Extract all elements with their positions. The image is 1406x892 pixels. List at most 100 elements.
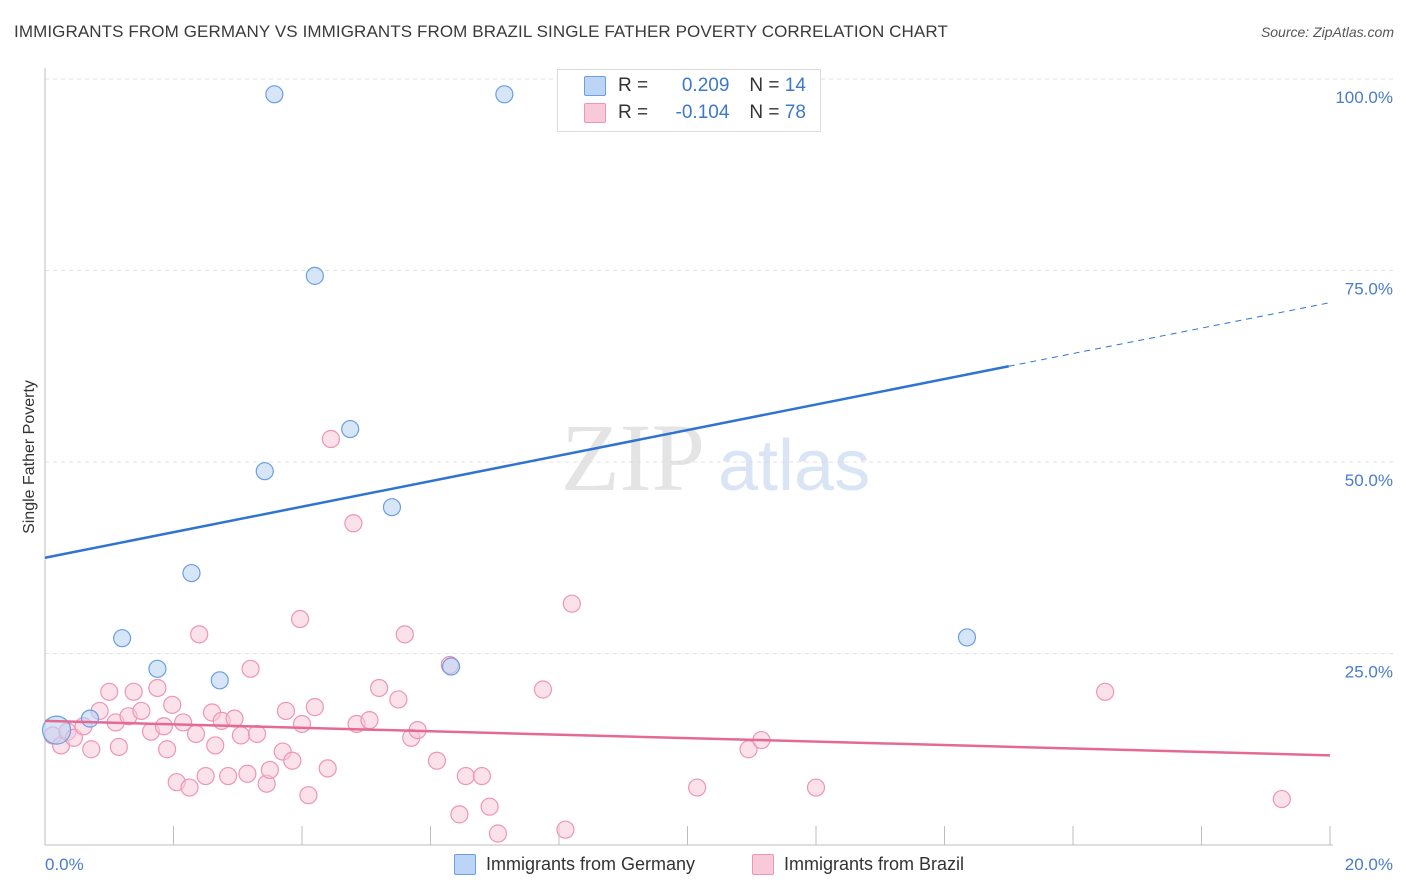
brazil-point-48 <box>389 690 408 709</box>
brazil-point-65 <box>806 778 826 797</box>
bottom-legend-germany: Immigrants from Germany <box>454 852 695 876</box>
germany-points <box>41 85 977 745</box>
germany-point-11 <box>441 657 461 676</box>
germany-point-9 <box>341 419 360 439</box>
germany-n-value: 14 <box>784 75 806 96</box>
brazil-point-17 <box>163 695 182 714</box>
bottom-brazil-swatch <box>752 853 774 875</box>
legend-row-germany: R = 0.209 N = 14 <box>584 74 806 98</box>
brazil-point-55 <box>456 766 475 786</box>
brazil-point-36 <box>276 701 296 721</box>
brazil-point-37 <box>283 751 302 770</box>
brazil-point-38 <box>290 609 310 629</box>
chart-title: IMMIGRANTS FROM GERMANY VS IMMIGRANTS FR… <box>14 22 948 41</box>
germany-swatch <box>584 76 606 96</box>
y-tick-label-75: 75.0% <box>1345 280 1393 299</box>
brazil-point-5 <box>82 740 101 759</box>
germany-point-13 <box>957 628 977 647</box>
brazil-point-27 <box>219 766 238 786</box>
brazil-point-46 <box>360 711 379 730</box>
y-tick-label-100: 100.0% <box>1335 88 1393 107</box>
brazil-point-12 <box>132 701 151 721</box>
y-tick-label-25: 25.0% <box>1345 663 1393 682</box>
bottom-germany-label: Immigrants from Germany <box>486 853 696 874</box>
brazil-point-59 <box>533 680 553 699</box>
stats-legend: R = 0.209 N = 14 R = -0.104 N = 78 <box>557 69 821 132</box>
grid-lines <box>45 78 1393 654</box>
brazil-point-19 <box>174 713 193 732</box>
germany-point-7 <box>265 85 284 104</box>
germany-point-10 <box>382 498 402 517</box>
y-tick-label-50: 50.0% <box>1345 471 1393 490</box>
brazil-point-47 <box>370 678 389 698</box>
watermark-zip: ZIP <box>561 404 705 511</box>
brazil-point-54 <box>450 805 469 824</box>
brazil-point-22 <box>190 625 209 644</box>
brazil-points <box>43 429 1291 843</box>
brazil-point-60 <box>556 820 575 839</box>
brazil-point-23 <box>196 766 215 786</box>
y-axis-label: Single Father Poverty <box>21 380 38 534</box>
y-tick-labels: 25.0% 50.0% 75.0% 100.0% <box>1335 88 1393 682</box>
brazil-point-31 <box>241 659 260 678</box>
watermark: ZIP atlas <box>561 404 870 511</box>
brazil-point-14 <box>148 678 167 698</box>
bottom-legend-brazil: Immigrants from Brazil <box>752 852 964 876</box>
germany-r-value: 0.209 <box>681 75 730 96</box>
brazil-point-43 <box>321 429 341 449</box>
germany-point-3 <box>148 659 167 678</box>
brazil-trend-line <box>44 719 1331 757</box>
legend-row-brazil: R = -0.104 N = 78 <box>584 101 806 125</box>
brazil-r-value: -0.104 <box>675 102 730 123</box>
brazil-point-15 <box>154 717 173 736</box>
brazil-point-52 <box>427 751 447 770</box>
brazil-point-40 <box>299 786 318 805</box>
germany-point-5 <box>210 671 229 690</box>
brazil-point-62 <box>688 778 707 797</box>
brazil-point-44 <box>344 514 363 533</box>
germany-point-4 <box>182 563 201 583</box>
brazil-point-42 <box>318 759 337 778</box>
source-label: Source: ZipAtlas.com <box>1260 24 1394 40</box>
trend-lines <box>44 302 1331 757</box>
germany-point-1 <box>80 709 100 728</box>
x-tick-label-min: 0.0% <box>45 855 84 874</box>
brazil-swatch <box>584 103 606 123</box>
germany-point-2 <box>112 629 132 648</box>
germany-r-label: R = <box>618 75 649 96</box>
brazil-point-21 <box>186 724 206 744</box>
x-ticks <box>44 826 1331 845</box>
brazil-n-label: N = <box>749 102 780 123</box>
x-tick-label-max: 20.0% <box>1345 855 1393 874</box>
brazil-point-16 <box>157 740 177 759</box>
brazil-n-value: 78 <box>784 102 806 123</box>
germany-point-0 <box>41 715 72 745</box>
brazil-point-57 <box>480 797 499 816</box>
germany-point-6 <box>255 462 274 481</box>
bottom-brazil-label: Immigrants from Brazil <box>784 853 965 874</box>
brazil-point-29 <box>231 726 251 745</box>
germany-point-12 <box>495 85 514 104</box>
brazil-point-39 <box>292 714 312 734</box>
brazil-r-label: R = <box>618 102 649 123</box>
bottom-germany-swatch <box>454 853 476 875</box>
brazil-point-9 <box>109 737 128 757</box>
brazil-point-20 <box>180 778 199 797</box>
watermark-atlas: atlas <box>718 426 870 506</box>
germany-n-label: N = <box>749 75 780 96</box>
brazil-point-58 <box>488 824 508 843</box>
brazil-point-28 <box>225 709 244 728</box>
germany-point-8 <box>305 266 324 285</box>
axes <box>44 68 1333 846</box>
brazil-point-34 <box>260 760 279 780</box>
brazil-point-30 <box>238 764 257 783</box>
brazil-point-61 <box>562 594 581 613</box>
brazil-point-11 <box>124 682 143 701</box>
brazil-point-41 <box>305 698 324 717</box>
germany-trend-extension <box>1008 302 1331 367</box>
brazil-point-56 <box>472 766 491 786</box>
brazil-point-25 <box>206 736 225 755</box>
brazil-point-49 <box>395 625 414 644</box>
brazil-point-66 <box>1096 682 1115 701</box>
